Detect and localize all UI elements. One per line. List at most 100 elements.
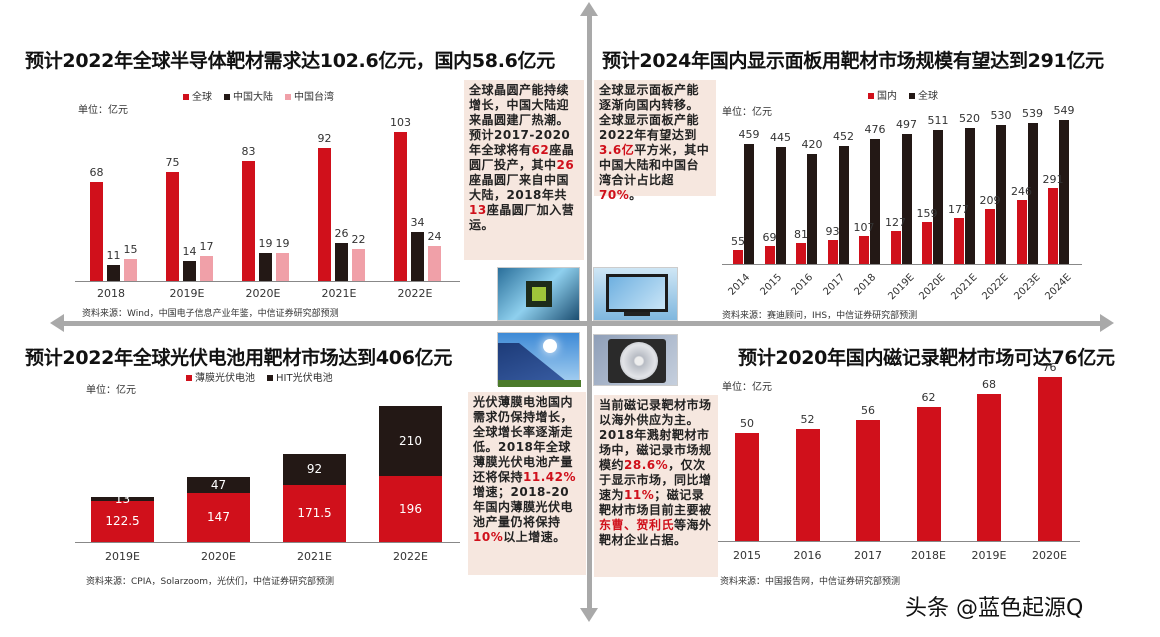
x-tick-label: 2020E: [201, 550, 236, 563]
bar: [916, 407, 941, 541]
photovoltaic-source: 资料来源：CPIA，Solarzoom，光伏们，中信证券研究部预测: [86, 577, 334, 587]
x-tick-label: 2023E: [1011, 272, 1043, 303]
display-monitor-image: [593, 267, 678, 321]
value-label: 107: [853, 220, 875, 234]
x-tick-label: 2021E: [948, 272, 980, 303]
value-label: 50: [740, 417, 754, 430]
value-label: 171.5: [297, 506, 332, 521]
value-label: 17: [199, 240, 214, 254]
value-label: 291: [1042, 172, 1064, 186]
bar-domestic: [733, 249, 743, 264]
hard-disk-image: [593, 334, 678, 386]
x-tick-label: 2022E: [393, 550, 428, 563]
highlight-text: 11.42%: [523, 470, 576, 484]
legend-item-domestic: 国内: [868, 87, 897, 102]
semiconductor-note: 全球晶圆产能持续增长，中国大陆迎来晶圆建厂热潮。预计2017-2020年全球将有…: [464, 80, 584, 260]
value-label: 68: [982, 378, 996, 392]
x-tick-label: 2021E: [297, 550, 332, 563]
value-label: 62: [921, 391, 936, 405]
bar-thin-film: [91, 500, 154, 542]
bar-global: [996, 125, 1006, 264]
bar-domestic: [764, 245, 775, 264]
highlight-text: 13: [469, 203, 487, 217]
value-label: 459: [738, 127, 760, 141]
value-label: 11: [106, 249, 121, 263]
bar: [124, 259, 137, 281]
value-label: 246: [1011, 184, 1032, 198]
bar-global: [744, 143, 754, 264]
x-tick-label: 2021E: [321, 287, 357, 300]
highlight-text: 10%: [473, 530, 504, 544]
value-label: 103: [390, 115, 411, 129]
x-tick-label: 2018E: [911, 549, 946, 562]
bar: [411, 231, 424, 281]
highlight-text: 11%: [624, 488, 655, 502]
display-unit-label: 单位：亿元: [722, 107, 772, 118]
bar-thin-film: [187, 492, 250, 542]
vertical-divider-arrow: [587, 12, 592, 610]
bar-global: [807, 153, 817, 264]
arrow-left-icon: [50, 314, 64, 332]
bar: [242, 160, 255, 281]
value-label: 13: [114, 491, 131, 506]
solar-panel-image: [497, 332, 581, 387]
legend-item-hit: HIT光伏电池: [267, 369, 333, 384]
value-label: 445: [770, 131, 791, 145]
arrow-up-icon: [580, 2, 598, 16]
semiconductor-chip-image: [497, 267, 580, 321]
semiconductor-chart-title: 预计2022年全球半导体靶材需求达102.6亿元，国内58.6亿元: [25, 50, 555, 72]
x-tick-label: 2019E: [971, 549, 1007, 562]
x-tick-label: 2019E: [169, 287, 205, 300]
bar-hit: [187, 477, 250, 493]
bar: [200, 256, 213, 281]
value-label: 52: [800, 412, 815, 426]
display-note: 全球显示面板产能逐渐向国内转移。全球显示面板产能2022年有望达到3.6亿平方米…: [594, 80, 716, 202]
bar-domestic: [827, 239, 838, 264]
bar-domestic: [1048, 187, 1058, 264]
value-label: 69: [762, 230, 777, 244]
x-tick-label: 2020E: [917, 272, 948, 303]
horizontal-divider-arrow: [62, 321, 1102, 326]
value-label: 34: [410, 215, 425, 229]
x-tick-label: 2015: [757, 272, 784, 298]
value-label: 147: [207, 510, 230, 525]
value-label: 22: [351, 233, 366, 247]
highlight-text: 3.6亿: [599, 143, 635, 157]
watermark: 头条 @蓝色起源Q: [905, 596, 1084, 621]
value-label: 76: [1042, 360, 1057, 374]
value-label: 14: [182, 244, 197, 258]
bar-hit: [91, 496, 154, 501]
value-label: 56: [861, 404, 875, 418]
value-label: 530: [990, 109, 1012, 123]
magnetic-note: 当前磁记录靶材市场以海外供应为主。2018年溅射靶材市场中，磁记录市场规模约28…: [594, 395, 718, 577]
value-label: 55: [731, 234, 745, 248]
magnetic-source: 资料来源：中国报告网，中信证券研究部预测: [720, 577, 901, 587]
value-label: 511: [927, 114, 949, 128]
bar-domestic: [796, 242, 806, 264]
legend-item-global: 全球: [909, 87, 938, 102]
display-source: 资料来源：赛迪顾问，IHS，中信证券研究部预测: [722, 311, 918, 321]
magnetic-x-axis: [718, 541, 1080, 542]
value-label: 476: [864, 123, 886, 137]
bar-domestic: [922, 222, 932, 264]
bar-global: [870, 139, 880, 264]
bar-hit: [379, 405, 442, 477]
arrow-down-icon: [580, 608, 598, 622]
bar-domestic: [890, 230, 901, 264]
x-tick-label: 2014: [726, 272, 753, 298]
x-tick-label: 2019E: [105, 550, 140, 563]
photovoltaic-note: 光伏薄膜电池国内需求仍保持增长，全球增长率逐渐走低。2018年全球薄膜光伏电池产…: [468, 392, 586, 575]
x-tick-label: 2020E: [245, 287, 281, 300]
bar-global: [964, 127, 975, 264]
highlight-text: 28.6%: [624, 458, 669, 472]
bar: [428, 246, 441, 281]
bar-domestic: [953, 217, 964, 264]
value-label: 83: [241, 144, 256, 158]
bar: [166, 172, 179, 281]
bar-global: [775, 147, 786, 264]
arrow-right-icon: [1100, 314, 1114, 332]
bar: [318, 147, 331, 281]
bar-global: [1059, 120, 1069, 264]
value-label: 209: [979, 194, 1001, 208]
value-label: 159: [916, 207, 938, 221]
